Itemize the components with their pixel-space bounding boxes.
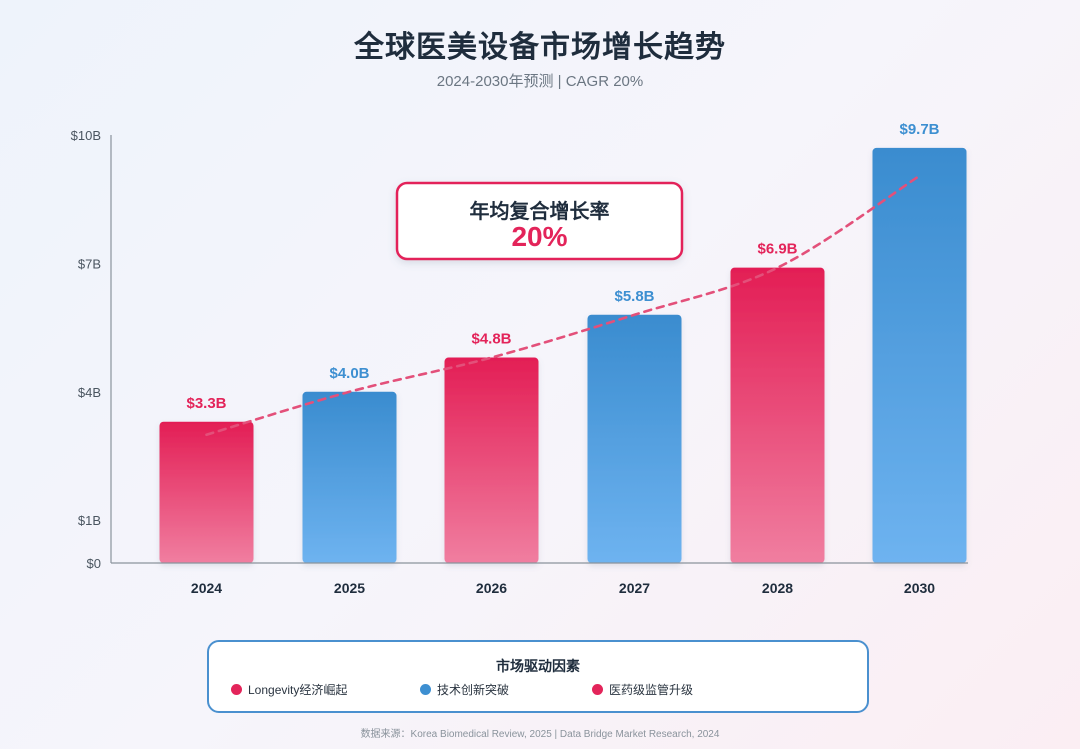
legend-item-tech: 技术创新突破 xyxy=(420,681,509,698)
data-label: $4.8B xyxy=(471,331,511,348)
chart-title: 全球医美设备市场增长趋势 xyxy=(354,31,726,64)
trend-line-group xyxy=(205,174,921,437)
cagr-value: 20% xyxy=(511,221,567,252)
legend-label: Longevity经济崛起 xyxy=(248,683,348,697)
legend-label: 医药级监管升级 xyxy=(609,683,694,697)
x-tick-label: 2026 xyxy=(476,580,507,596)
y-tick-label: $7B xyxy=(78,256,101,271)
legend-box: 市场驱动因素 Longevity经济崛起 技术创新突破 医药级监管升级 xyxy=(207,640,869,713)
y-tick-label: $10B xyxy=(71,128,101,143)
data-label: $9.7B xyxy=(899,121,939,138)
legend-item-regulation: 医药级监管升级 xyxy=(592,681,693,698)
legend-label: 技术创新突破 xyxy=(437,683,510,697)
legend-dot xyxy=(592,684,603,695)
bar-chart: $0 $1B $4B $7B $10B $3.3B $4.0B $4.8B $5.8B $6.9… xyxy=(71,121,968,596)
data-label: $3.3B xyxy=(186,395,226,412)
data-label: $5.8B xyxy=(614,288,654,305)
chart-subtitle: 2024-2030年预测 | CAGR 20% xyxy=(436,73,644,90)
data-label: $6.9B xyxy=(757,241,797,258)
cagr-annotation: 年均复合增长率 20% xyxy=(395,181,684,261)
x-tick-label: 2028 xyxy=(762,580,793,596)
trend-line xyxy=(205,174,921,437)
bar xyxy=(730,267,825,563)
x-tick-label: 2025 xyxy=(334,580,365,596)
x-tick-label: 2024 xyxy=(191,580,222,596)
y-tick-label: $4B xyxy=(78,385,101,400)
bar xyxy=(444,357,539,563)
x-tick-label: 2030 xyxy=(904,580,935,596)
y-tick-label: $0 xyxy=(87,556,101,571)
data-label: $4.0B xyxy=(329,365,369,382)
bar xyxy=(159,421,254,563)
legend-item-longevity: Longevity经济崛起 xyxy=(231,681,347,698)
x-tick-label: 2027 xyxy=(619,580,650,596)
y-tick-label: $1B xyxy=(78,513,101,528)
x-axis: 2024 2025 2026 2027 2028 2030 xyxy=(111,562,968,596)
bar xyxy=(872,147,967,563)
legend-dot xyxy=(231,684,242,695)
legend-title: 市场驱动因素 xyxy=(496,658,580,674)
bars: $3.3B $4.0B $4.8B $5.8B $6.9B $9.7B xyxy=(159,121,967,563)
data-source: 数据来源：Korea Biomedical Review, 2025 | Dat… xyxy=(360,729,720,740)
y-axis: $0 $1B $4B $7B $10B xyxy=(71,128,112,571)
cagr-label: 年均复合增长率 xyxy=(470,199,610,223)
bar xyxy=(587,314,682,563)
legend-dot xyxy=(420,684,431,695)
bar xyxy=(302,391,397,563)
